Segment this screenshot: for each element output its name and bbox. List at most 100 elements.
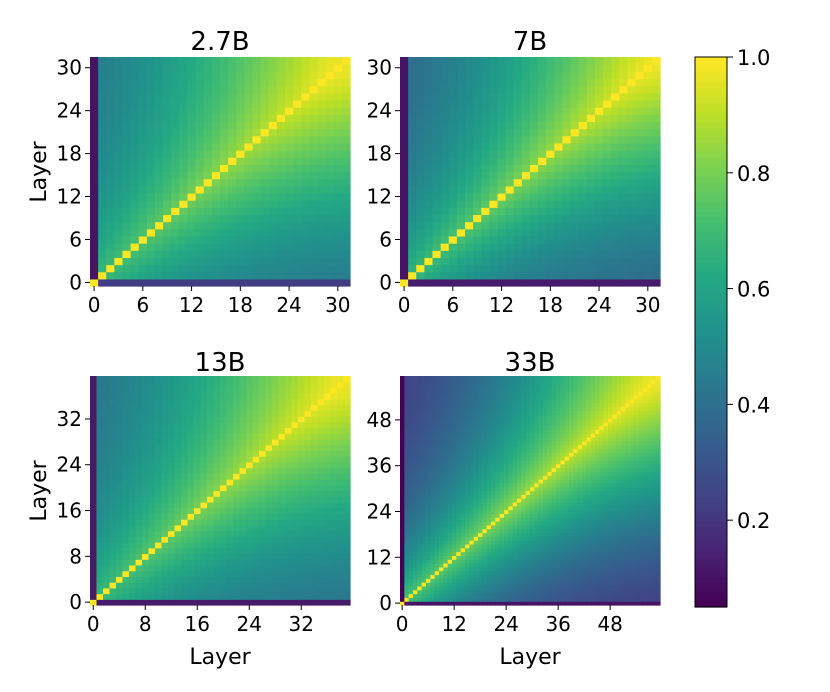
heatmap-cell (486, 383, 492, 389)
heatmap-cell (265, 467, 273, 474)
heatmap-cell (174, 490, 182, 497)
heatmap-cell (311, 381, 319, 389)
heatmap-cell (619, 214, 629, 223)
heatmap-cell (465, 402, 470, 408)
heatmap-cell (259, 484, 267, 492)
heatmap-cell (246, 398, 254, 406)
heatmap-cell (278, 593, 286, 600)
heatmap-cell (343, 542, 351, 549)
heatmap-cell (430, 475, 436, 480)
heatmap-cell (260, 78, 270, 87)
heatmap-cell (226, 536, 234, 543)
heatmap-cell (538, 157, 547, 165)
heatmap-cell (513, 250, 523, 258)
heatmap-cell (324, 593, 332, 600)
heatmap-cell (448, 257, 458, 266)
heatmap-cell (195, 271, 205, 280)
heatmap-cell (530, 207, 539, 216)
heatmap-cell (586, 257, 596, 266)
heatmap-cell (434, 543, 440, 549)
heatmap-cell (447, 440, 453, 446)
heatmap-cell (417, 433, 423, 438)
heatmap-cell (440, 85, 450, 94)
heatmap-cell (311, 387, 319, 394)
heatmap-cell (434, 498, 440, 503)
heatmap-cell (635, 178, 645, 187)
heatmap-cell (426, 379, 431, 385)
heatmap-cell (304, 542, 312, 549)
heatmap-cell (546, 150, 555, 158)
heatmap-cell (109, 461, 117, 469)
heatmap-cell (168, 593, 176, 600)
heatmap-cell (424, 142, 434, 151)
heatmap-cell (220, 221, 229, 230)
heatmap-cell (481, 92, 490, 101)
heatmap-cell (129, 467, 137, 474)
heatmap-cell (179, 221, 189, 230)
heatmap-cell (486, 555, 492, 560)
heatmap-cell (301, 243, 310, 251)
heatmap-cell (293, 114, 302, 123)
heatmap-cell (578, 71, 588, 80)
heatmap-cell (482, 498, 488, 503)
heatmap-cell (497, 92, 507, 101)
heatmap-cell (181, 404, 189, 411)
heatmap-cell (439, 532, 444, 537)
heatmap-cell (298, 416, 306, 423)
heatmap-cell (122, 416, 130, 423)
heatmap-cell (122, 593, 130, 600)
heatmap-cell (497, 164, 507, 173)
heatmap-cell (168, 421, 176, 429)
heatmap-cell (430, 452, 436, 457)
heatmap-cell (293, 264, 302, 273)
heatmap-cell (330, 547, 338, 555)
heatmap-cell (469, 578, 475, 583)
heatmap-cell (285, 135, 294, 144)
heatmap-cell (325, 99, 335, 108)
heatmap-cell (168, 467, 176, 474)
heatmap-cell (469, 482, 475, 488)
heatmap-cell (195, 164, 205, 173)
heatmap-cell (265, 450, 273, 457)
heatmap-cell (246, 484, 254, 492)
heatmap-cell (213, 593, 221, 600)
heatmap-cell (426, 456, 431, 461)
heatmap-cell (530, 107, 539, 115)
heatmap-cell (311, 519, 319, 526)
heatmap-cell (611, 264, 620, 273)
heatmap-cell (447, 463, 453, 469)
heatmap-cell (404, 456, 410, 461)
heatmap-cell (187, 438, 195, 446)
heatmap-cell (220, 530, 228, 537)
heatmap-cell (465, 517, 470, 522)
heatmap-cell (473, 85, 482, 94)
heatmap-cell (473, 278, 482, 287)
heatmap-cell (301, 71, 310, 80)
heatmap-cell (570, 150, 580, 158)
heatmap-cell (448, 250, 458, 258)
heatmap-cell (317, 85, 327, 94)
heatmap-cell (595, 164, 604, 173)
heatmap-cell (513, 157, 523, 165)
heatmap-cell (103, 564, 111, 572)
heatmap-cell (233, 530, 241, 537)
heatmap-cell (430, 479, 436, 484)
heatmap-cell (432, 235, 442, 244)
heatmap-cell (408, 463, 414, 469)
heatmap-cell (90, 171, 99, 180)
heatmap-cell (317, 593, 325, 600)
heatmap-cell (194, 542, 202, 549)
heatmap-cell (619, 135, 629, 144)
heatmap-cell (278, 381, 286, 389)
heatmap-cell (424, 264, 434, 273)
heatmap-cell (434, 509, 440, 514)
heatmap-33b (400, 376, 661, 606)
heatmap-cell (278, 582, 286, 589)
heatmap-cell (447, 482, 453, 488)
heatmap-cell (179, 178, 189, 187)
heatmap-cell (226, 524, 234, 532)
heatmap-cell (200, 461, 208, 469)
heatmap-cell (513, 99, 523, 108)
heatmap-cell (469, 486, 475, 492)
heatmap-cell (400, 414, 405, 419)
